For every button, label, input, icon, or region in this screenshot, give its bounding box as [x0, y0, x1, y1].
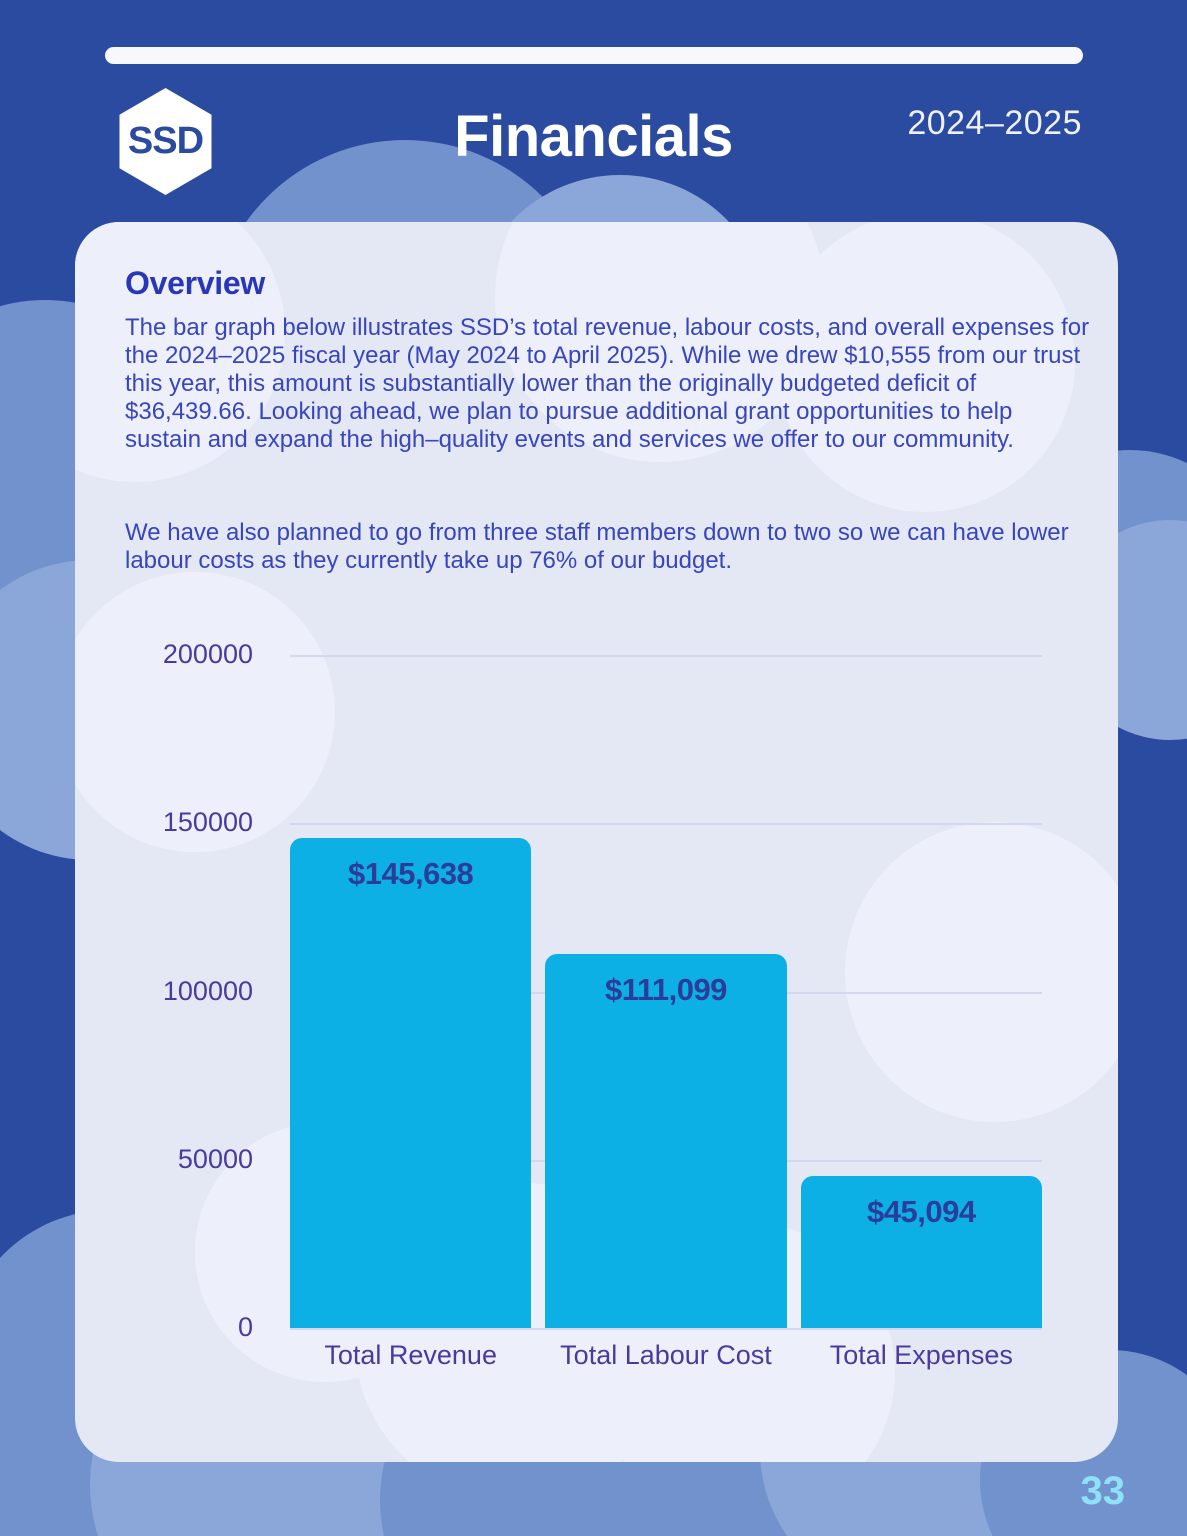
card-cloud-shape — [775, 222, 1075, 512]
top-divider-bar — [105, 47, 1083, 64]
x-axis-category-label: Total Expenses — [829, 1340, 1013, 1370]
card-cloud-shape — [75, 572, 335, 852]
chart-plot-area: 200000 150000 100000 50000 0 $145,638 Total Re… — [163, 639, 1042, 1370]
chart-bar[interactable]: $45,094 — [800, 1176, 1042, 1328]
chart-bar[interactable]: $111,099 — [545, 954, 787, 1328]
financials-bar-chart: 200000 150000 100000 50000 0 $145,638 Total Re… — [75, 622, 1118, 1422]
y-axis-tick-label: 200000 — [162, 639, 253, 669]
x-axis-category-label: Total Labour Cost — [560, 1340, 772, 1370]
y-axis-tick-label: 0 — [237, 1312, 253, 1342]
fiscal-year-label: 2024–2025 — [907, 104, 1082, 142]
card-cloud-shape — [845, 822, 1118, 1122]
section-heading-overview: Overview — [125, 265, 265, 301]
y-axis-tick-label: 50000 — [177, 1143, 253, 1174]
chart-bar[interactable]: $145,638 — [290, 837, 532, 1328]
overview-paragraph-1: The bar graph below illustrates SSD’s to… — [125, 314, 1090, 453]
page-title: Financials — [454, 104, 733, 169]
bar-value-label: $45,094 — [867, 1194, 976, 1230]
y-axis-tick-label: 150000 — [162, 807, 253, 838]
content-card: Overview The bar graph below illustrates… — [75, 222, 1118, 1462]
chart-gridline — [290, 823, 1042, 826]
chart-gridline — [290, 1328, 1042, 1330]
chart-gridline — [290, 655, 1042, 657]
page-number: 33 — [1080, 1469, 1126, 1513]
y-axis-tick-label: 100000 — [162, 975, 253, 1006]
bar-value-label: $145,638 — [348, 855, 474, 891]
x-axis-category-label: Total Revenue — [324, 1340, 497, 1370]
overview-paragraph-2: We have also planned to go from three st… — [125, 519, 1069, 574]
logo-text: SSD — [127, 120, 204, 162]
bar-value-label: $111,099 — [605, 972, 727, 1008]
